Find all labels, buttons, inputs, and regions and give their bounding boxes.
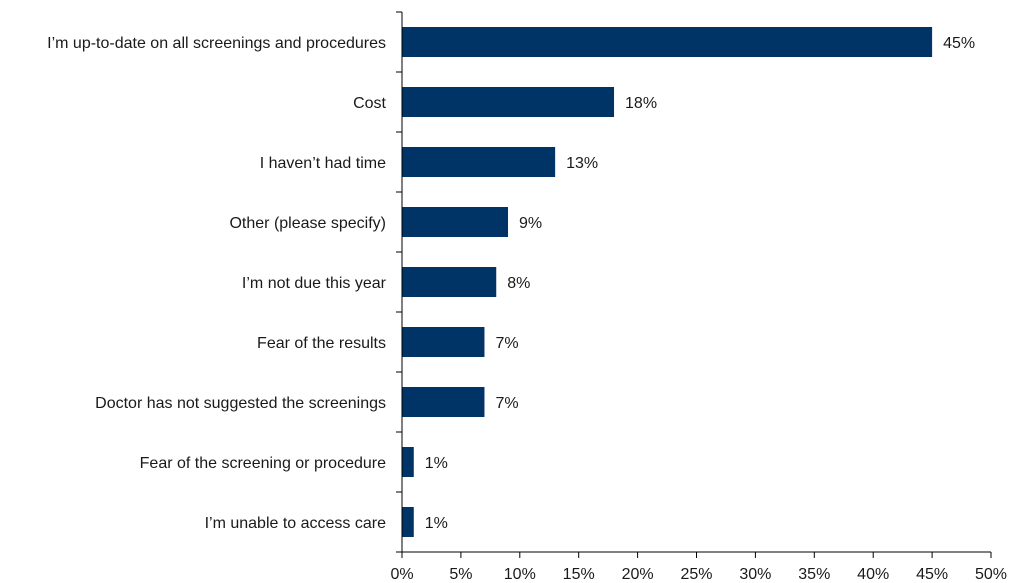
- data-label: 8%: [507, 275, 530, 292]
- bar: [402, 447, 414, 477]
- bar: [402, 27, 933, 57]
- data-label: 18%: [625, 95, 657, 112]
- x-tick-label: 20%: [622, 566, 654, 583]
- x-tick-label: 40%: [857, 566, 889, 583]
- category-label: I haven’t had time: [260, 155, 386, 172]
- category-label: Cost: [353, 95, 386, 112]
- category-label: I’m not due this year: [242, 275, 387, 292]
- x-tick-label: 35%: [798, 566, 830, 583]
- x-tick-label: 45%: [916, 566, 948, 583]
- data-label: 1%: [425, 515, 448, 532]
- x-tick-label: 0%: [390, 566, 413, 583]
- category-label: Other (please specify): [229, 215, 386, 232]
- y-axis-ticks: [396, 11, 402, 553]
- data-label: 7%: [495, 335, 518, 352]
- data-label: 1%: [425, 455, 448, 472]
- bar: [402, 387, 485, 417]
- x-axis-ticks: 0% 5% 10% 15% 20% 25% 30% 35% 40% 45% 50%: [390, 552, 1007, 583]
- category-labels: I’m up-to-date on all screenings and pro…: [47, 35, 387, 532]
- data-label: 45%: [943, 35, 975, 52]
- bar-group: [402, 27, 933, 537]
- data-label: 9%: [519, 215, 542, 232]
- category-label: I’m up-to-date on all screenings and pro…: [47, 35, 386, 52]
- category-label: Fear of the results: [257, 335, 386, 352]
- bar: [402, 327, 485, 357]
- x-tick-label: 5%: [449, 566, 472, 583]
- bar: [402, 207, 509, 237]
- bar: [402, 87, 615, 117]
- x-tick-label: 50%: [975, 566, 1007, 583]
- x-tick-label: 25%: [680, 566, 712, 583]
- category-label: I’m unable to access care: [205, 515, 387, 532]
- data-label: 7%: [495, 395, 518, 412]
- bar: [402, 147, 556, 177]
- category-label: Doctor has not suggested the screenings: [95, 395, 386, 412]
- bar: [402, 507, 414, 537]
- category-label: Fear of the screening or procedure: [140, 455, 386, 472]
- bar: [402, 267, 497, 297]
- x-tick-label: 15%: [563, 566, 595, 583]
- data-label: 13%: [566, 155, 598, 172]
- x-tick-label: 30%: [739, 566, 771, 583]
- data-labels: 45% 18% 13% 9% 8% 7% 7% 1% 1%: [425, 35, 975, 532]
- x-tick-label: 10%: [504, 566, 536, 583]
